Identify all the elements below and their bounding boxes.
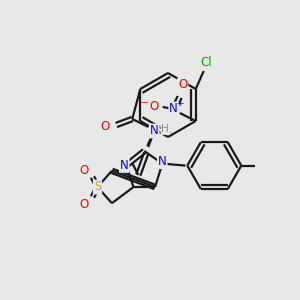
Text: N: N <box>158 155 167 168</box>
Text: −: − <box>140 98 149 108</box>
Text: O: O <box>101 121 110 134</box>
Text: N: N <box>150 124 159 137</box>
Text: +: + <box>176 100 184 109</box>
Text: O: O <box>178 79 187 92</box>
Text: N: N <box>169 103 178 116</box>
Text: S: S <box>94 181 101 194</box>
Text: O: O <box>80 164 89 176</box>
Text: H: H <box>161 124 169 134</box>
Text: N: N <box>120 159 129 172</box>
Text: Cl: Cl <box>200 56 212 70</box>
Text: O: O <box>80 197 89 211</box>
Text: O: O <box>149 100 158 113</box>
